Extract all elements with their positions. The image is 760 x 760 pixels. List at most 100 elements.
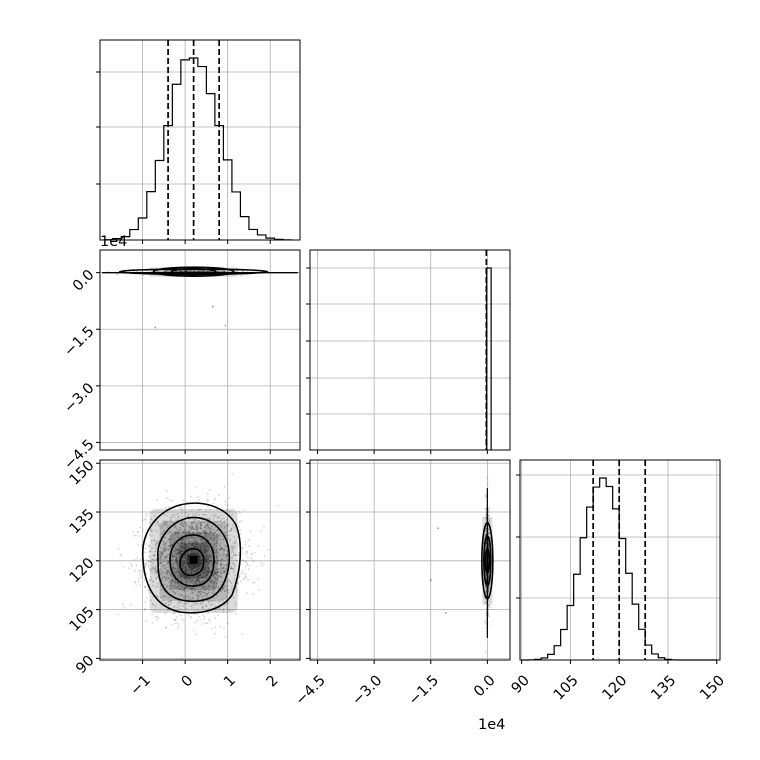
param2-vs-param0-point: [179, 529, 182, 532]
param2-vs-param0-point: [196, 530, 199, 533]
param2-vs-param0-point: [217, 552, 220, 555]
param2-vs-param0-point: [223, 604, 226, 607]
param2-vs-param0-point: [155, 576, 158, 579]
param2-vs-param0-point: [208, 530, 211, 533]
param2-vs-param0-point: [195, 582, 198, 585]
param1-vs-param0-point: [206, 270, 208, 273]
param0-xtick-label: −1: [127, 673, 153, 699]
param2-vs-param0-point: [177, 585, 180, 588]
param2-vs-param0-point: [187, 595, 190, 598]
param2-vs-param0-point: [220, 575, 223, 578]
param2-vs-param0-point: [216, 542, 219, 545]
param2-vs-param0-point: [207, 558, 210, 561]
param2-vs-param0-point: [186, 579, 189, 582]
param2-vs-param0-point: [210, 530, 212, 533]
param2-vs-param0-point: [199, 524, 202, 527]
param2-vs-param0-point: [191, 593, 194, 595]
param2-vs-param0-point: [166, 521, 169, 524]
param2-vs-param0-point: [200, 544, 203, 547]
param2-vs-param0-point: [231, 541, 234, 544]
param2-vs-param0-point: [174, 560, 177, 563]
param2-vs-param0-point: [197, 558, 200, 561]
param2-vs-param0-point: [198, 558, 200, 561]
param2-vs-param0-point: [175, 546, 178, 549]
param2-vs-param0-point: [206, 593, 209, 596]
param2-vs-param0-point: [213, 586, 216, 589]
param2-vs-param0-point: [133, 569, 136, 572]
param2-vs-param0-point: [212, 534, 215, 537]
param2-vs-param0-point: [169, 519, 172, 521]
param2-vs-param0-point: [186, 551, 189, 554]
param2-vs-param0-point: [200, 541, 203, 544]
param2-vs-param0-point: [209, 604, 212, 606]
param2-vs-param0-point: [219, 545, 222, 547]
param2-vs-param0-point: [148, 579, 151, 582]
param2-vs-param0-point: [213, 513, 216, 516]
param2-vs-param0-point: [185, 554, 188, 557]
param2-vs-param0-point: [193, 582, 195, 584]
param2-vs-param0-point: [223, 486, 226, 488]
param2-vs-param0-point: [218, 534, 221, 537]
param2-vs-param0-point: [192, 531, 195, 534]
param2-vs-param0-point: [204, 572, 207, 575]
param2-vs-param0-point: [150, 560, 153, 563]
param2-vs-param0-point: [185, 566, 187, 568]
param2-vs-param0-point: [208, 562, 211, 565]
param2-vs-param0-point: [236, 560, 238, 562]
param2-vs-param0-point: [169, 588, 172, 590]
param2-vs-param0-point: [195, 564, 198, 566]
param2-vs-param0-point: [224, 534, 227, 537]
param2-vs-param0-point: [178, 573, 181, 576]
param2-vs-param0-point: [195, 570, 198, 573]
param2-vs-param0-point: [176, 581, 179, 584]
param2-vs-param1-point: [487, 591, 490, 593]
param2-vs-param0-point: [226, 585, 229, 587]
param2-vs-param0-point: [203, 615, 206, 618]
param2-vs-param0-point: [199, 573, 202, 576]
param2-vs-param0-point: [204, 529, 207, 532]
param2-vs-param0-point: [176, 581, 179, 584]
param2-vs-param0-point: [184, 547, 187, 549]
param2-vs-param0-point: [232, 548, 235, 551]
param2-vs-param0-point: [197, 575, 199, 577]
param2-vs-param0-point: [202, 600, 205, 603]
param2-vs-param0-point: [228, 609, 231, 612]
param2-vs-param0-point: [206, 605, 209, 608]
param2-ytick-label: 105: [67, 604, 98, 635]
param2-vs-param0-point: [190, 588, 193, 590]
param2-vs-param0-point: [165, 555, 168, 558]
param2-vs-param0-point: [194, 564, 197, 567]
param2-vs-param0-point: [177, 567, 180, 570]
param2-vs-param0-point: [181, 524, 184, 527]
param2-vs-param0-point: [219, 519, 222, 522]
param2-vs-param0-point: [139, 569, 142, 572]
param2-vs-param0-point: [148, 544, 151, 547]
param2-vs-param0-point: [197, 536, 200, 539]
param2-vs-param0-point: [199, 559, 202, 561]
param2-vs-param0-point: [206, 559, 208, 561]
param2-vs-param0-point: [219, 572, 222, 574]
param2-vs-param0-point: [216, 538, 219, 541]
param2-vs-param0-point: [205, 577, 208, 580]
param2-vs-param0-point: [205, 534, 208, 536]
param2-vs-param0-point: [181, 509, 184, 512]
param2-vs-param0-point: [177, 609, 180, 611]
param2-vs-param0-point: [199, 527, 201, 529]
param2-vs-param0-contour-2: [169, 534, 215, 587]
param2-vs-param0-point: [166, 584, 169, 587]
param2-vs-param0-point: [211, 528, 214, 531]
param2-vs-param0-point: [205, 576, 208, 579]
param2-vs-param0-point: [237, 588, 239, 591]
param2-vs-param0-point: [200, 563, 203, 565]
param2-vs-param0-point: [195, 580, 198, 583]
param2-vs-param0-point: [225, 535, 227, 537]
param2-vs-param0-point: [187, 577, 190, 580]
param2-vs-param0-point: [214, 581, 217, 584]
param2-vs-param0-point: [222, 600, 225, 603]
param2-vs-param0-point: [184, 566, 187, 569]
param2-vs-param0-point: [186, 572, 188, 574]
param2-vs-param0-point: [204, 568, 207, 570]
param2-vs-param0-point: [166, 573, 168, 575]
param2-vs-param1-point: [487, 576, 490, 579]
param2-vs-param0-point: [220, 559, 223, 562]
